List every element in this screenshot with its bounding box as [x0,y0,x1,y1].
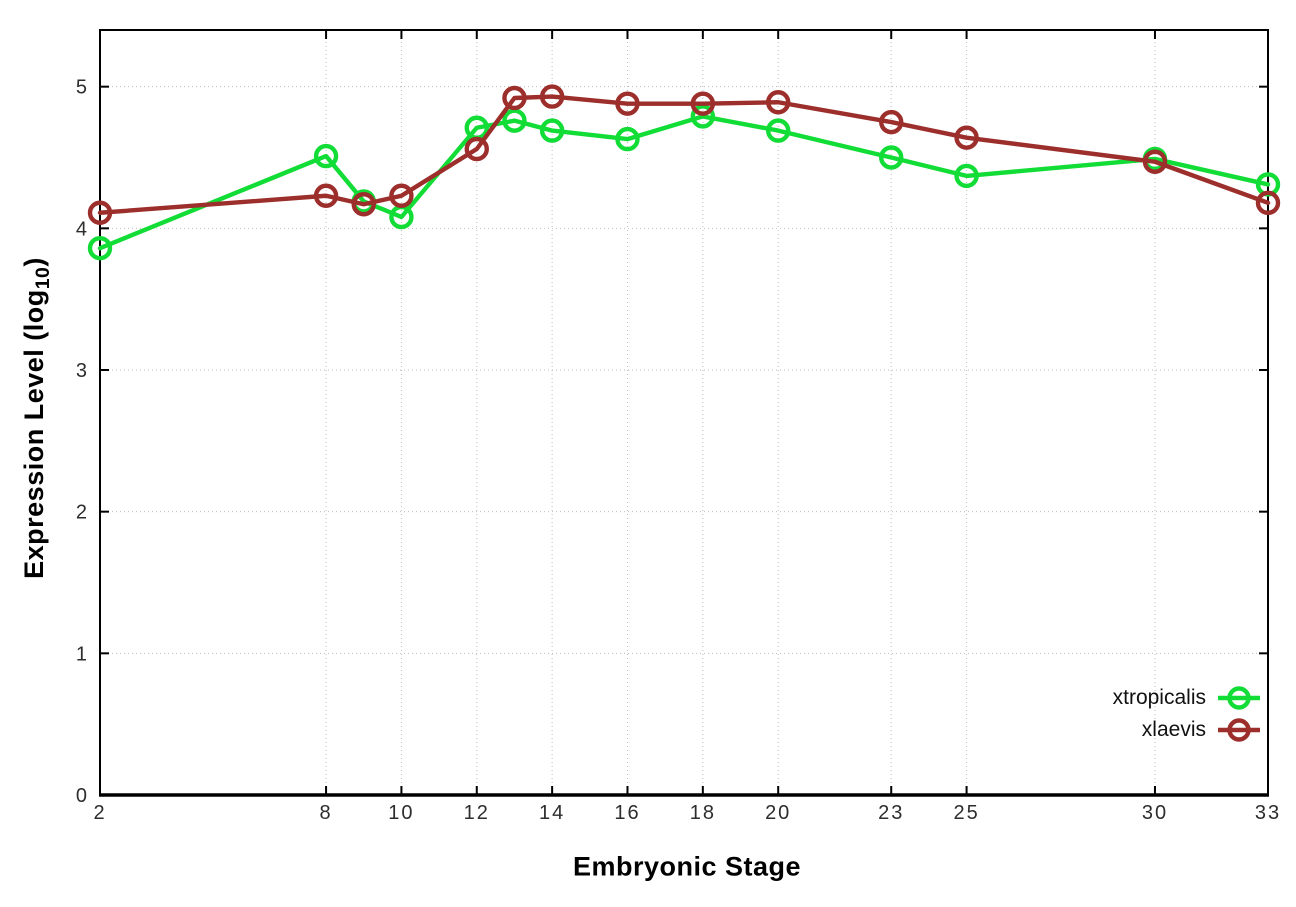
legend-item-xtropicalis: xtropicalis [1113,684,1262,712]
svg-text:14: 14 [539,802,565,824]
svg-text:30: 30 [1142,802,1168,824]
svg-text:1: 1 [76,643,87,665]
xtropicalis-marker-icon [1218,686,1260,710]
svg-text:3: 3 [76,360,87,382]
y-axis-title: Expression Level (log10) [19,257,55,579]
svg-text:4: 4 [76,218,87,240]
legend: xtropicalis xlaevis [1113,684,1262,744]
svg-text:16: 16 [614,802,640,824]
x-axis-title: Embryonic Stage [572,851,802,882]
svg-text:23: 23 [878,802,904,824]
svg-text:8: 8 [320,802,333,824]
svg-text:0: 0 [76,785,87,807]
legend-label-xlaevis: xlaevis [1141,718,1206,741]
svg-text:18: 18 [690,802,716,824]
svg-text:12: 12 [464,802,490,824]
svg-text:5: 5 [76,77,87,99]
svg-text:25: 25 [953,802,979,824]
y-axis-title-close: ) [18,257,49,267]
svg-text:2: 2 [93,802,106,824]
svg-text:33: 33 [1255,802,1281,824]
svg-text:20: 20 [765,802,791,824]
legend-label-xtropicalis: xtropicalis [1112,686,1206,709]
legend-item-xlaevis: xlaevis [1113,716,1262,744]
xlaevis-marker-icon [1218,718,1260,742]
svg-text:2: 2 [76,502,87,524]
y-axis-title-main: Expression Level (log [18,289,49,579]
y-axis-title-subscript: 10 [32,266,55,290]
svg-text:10: 10 [388,802,414,824]
